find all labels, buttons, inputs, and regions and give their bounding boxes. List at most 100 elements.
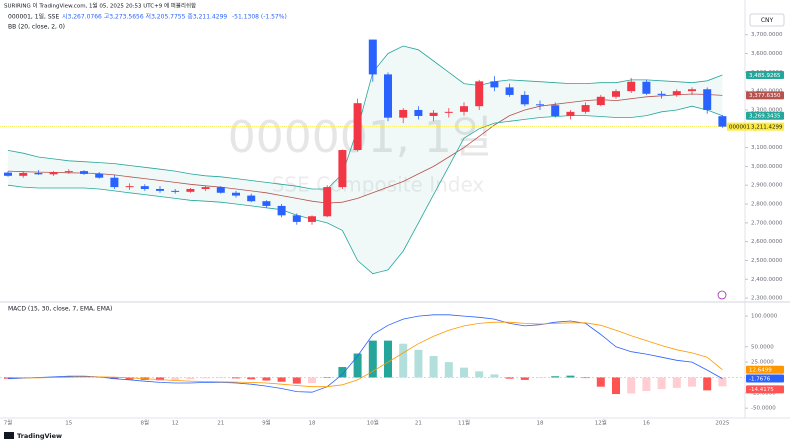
- candle-body: [384, 74, 392, 118]
- histogram-bar: [338, 367, 347, 378]
- last-price-tag-bg: [727, 122, 784, 131]
- histogram-bar: [581, 377, 590, 379]
- histogram-tag-bg: [746, 385, 784, 394]
- candle-body: [642, 81, 651, 94]
- histogram-tag: -14.4175: [749, 387, 774, 393]
- histogram-bar: [247, 377, 256, 380]
- band-fill: [8, 45, 723, 274]
- candle-body: [444, 111, 453, 113]
- y-tick-label: 50.0000: [751, 344, 774, 350]
- candle-body: [536, 104, 544, 106]
- candle-body: [216, 187, 225, 193]
- x-tick-label: 18: [537, 421, 544, 427]
- last-price-symbol: 000001: [729, 124, 750, 130]
- y-tick-label: 3,600.0000: [751, 51, 783, 57]
- footer: TradingView: [17, 432, 62, 440]
- candle-body: [490, 81, 499, 88]
- histogram-bar: [703, 377, 712, 391]
- histogram-bar: [520, 377, 529, 380]
- candle-body: [429, 112, 438, 116]
- band-line: [7, 105, 723, 275]
- candle-body: [612, 91, 620, 97]
- candle-body: [232, 192, 240, 196]
- candle-body: [125, 186, 134, 188]
- macd-line: [7, 321, 723, 388]
- histogram-bar: [536, 377, 544, 379]
- candle-body: [323, 187, 332, 217]
- y-tick-label: 3,300.0000: [751, 107, 783, 113]
- y-tick-label: 2,600.0000: [751, 239, 783, 245]
- histogram-bar: [308, 377, 316, 383]
- y-tick-label: 2,800.0000: [751, 202, 783, 208]
- y-tick-label: 2,900.0000: [751, 183, 783, 189]
- candle-body: [110, 177, 119, 188]
- x-tick-label: 18: [309, 421, 316, 427]
- candle-body: [688, 89, 696, 92]
- x-tick-label: 12: [172, 421, 179, 427]
- candle-body: [95, 173, 104, 178]
- histogram-bar: [627, 377, 636, 394]
- band-tag: 3,269.3435: [749, 114, 781, 120]
- indicator-label: BB (20, close, 2, 0): [8, 24, 65, 31]
- candle-body: [262, 201, 271, 206]
- header: SURIRING 이 TradingView.com, 1월 05, 2025 …: [4, 2, 196, 10]
- histogram-bar: [262, 377, 271, 381]
- histogram-bar: [642, 377, 651, 391]
- candle-body: [520, 94, 529, 105]
- histogram-bar: [444, 362, 453, 378]
- watermark-name: SSE Composite Index: [272, 173, 485, 197]
- band-tag: 3,377.6350: [749, 93, 781, 99]
- x-tick-label: 10월: [367, 419, 379, 427]
- band-tag: 3,485.9265: [749, 73, 781, 79]
- currency-box[interactable]: [749, 13, 785, 27]
- candle-body: [4, 172, 12, 176]
- histogram-bar: [718, 377, 727, 387]
- histogram-bar: [323, 377, 332, 378]
- x-tick-label: 21: [217, 421, 224, 427]
- event-icon[interactable]: [717, 290, 727, 300]
- y-tick-label: -50.0000: [751, 406, 776, 412]
- candle-body: [201, 187, 210, 189]
- band-tag-bg: [746, 111, 784, 120]
- macd-tag: -1.7676: [749, 376, 771, 382]
- currency[interactable]: CNY: [761, 17, 774, 24]
- histogram-bar: [672, 377, 681, 388]
- candle-body: [19, 172, 28, 176]
- candle-body: [596, 96, 605, 106]
- candle-body: [308, 216, 316, 222]
- histogram-bar: [551, 376, 560, 378]
- histogram-bar: [277, 377, 286, 382]
- histogram-bar: [475, 371, 484, 378]
- y-tick-label: 2,400.0000: [751, 277, 783, 283]
- histogram-bar: [414, 349, 423, 378]
- x-tick-label: 9월: [262, 419, 271, 427]
- y-tick-label: 100.0000: [751, 314, 778, 320]
- histogram-bar: [353, 353, 362, 378]
- y-tick-label: 25.0000: [751, 360, 774, 366]
- histogram-bar: [201, 377, 210, 379]
- macd-tag-bg: [746, 374, 784, 383]
- candle-body: [186, 188, 195, 192]
- macd-tag-bg: [746, 365, 784, 374]
- histogram-bar: [232, 377, 240, 379]
- histogram-bar: [384, 340, 392, 378]
- x-tick-label: 7월: [4, 419, 13, 427]
- histogram-bar: [429, 355, 438, 378]
- candle-body: [156, 188, 164, 191]
- candle-body: [64, 171, 73, 173]
- change: -51.1308 (-1.57%): [232, 14, 287, 21]
- histogram-bar: [156, 377, 164, 381]
- histogram-bar: [657, 377, 666, 390]
- candle-body: [551, 105, 560, 116]
- y-tick-label: 2,700.0000: [751, 220, 783, 226]
- candle-body: [292, 215, 301, 222]
- histogram-bar: [110, 377, 119, 380]
- symbol-line: 000001, 1일, SSE: [8, 13, 59, 21]
- histogram-bar: [4, 377, 12, 379]
- y-tick-label: 3,000.0000: [751, 164, 783, 170]
- x-tick-label: 8월: [141, 419, 150, 427]
- candle-body: [581, 105, 590, 112]
- histogram-bar: [505, 377, 514, 379]
- candle-body: [718, 116, 727, 127]
